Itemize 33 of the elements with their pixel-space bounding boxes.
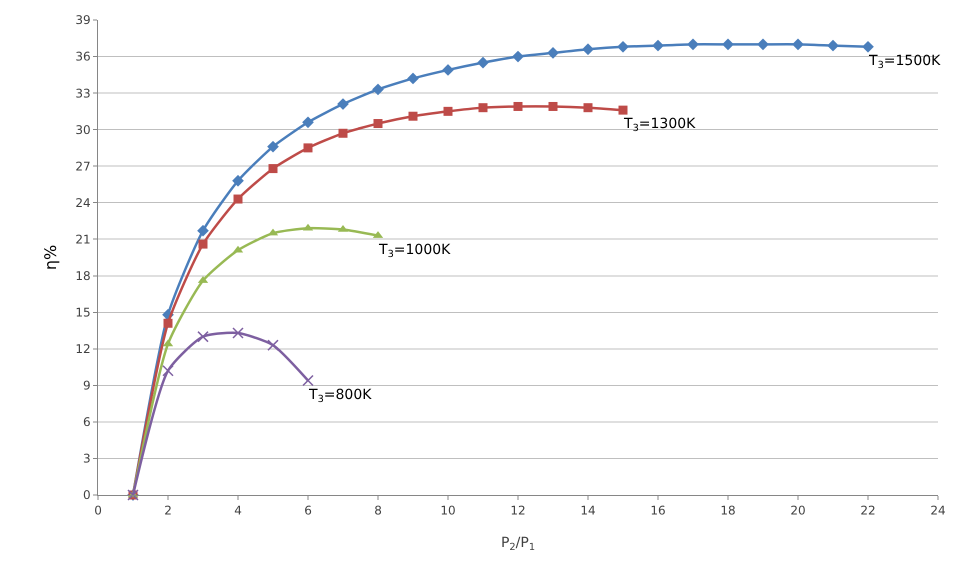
x-tick-label: 2 [164, 503, 172, 518]
x-tick-label: 6 [304, 503, 312, 518]
y-tick-label: 24 [75, 196, 91, 210]
x-tick-label: 24 [930, 503, 946, 518]
series-label: T$_{3}$=1500K [868, 53, 942, 71]
series-label: T$_{3}$=800K [308, 387, 372, 405]
x-tick-label: 12 [510, 503, 526, 518]
y-tick-label: 6 [82, 415, 91, 430]
x-tick-label: 22 [860, 503, 876, 518]
x-tick-label: 20 [790, 503, 806, 518]
y-tick-label: 27 [75, 159, 91, 174]
x-axis-title: P$_{2}$/P$_{1}$ [500, 535, 536, 553]
x-tick-label: 14 [580, 503, 596, 518]
y-tick-label: 0 [82, 488, 91, 502]
y-tick-label: 36 [75, 50, 91, 64]
x-tick-label: 4 [234, 503, 242, 518]
series-label: T$_{3}$=1000K [378, 242, 452, 260]
y-tick-label: 33 [75, 86, 91, 100]
x-tick-label: 18 [720, 503, 736, 518]
y-axis-title: η% [41, 244, 60, 270]
x-tick-label: 0 [94, 503, 102, 518]
x-tick-label: 10 [440, 503, 456, 518]
y-tick-label: 30 [75, 122, 91, 137]
y-tick-label: 21 [75, 232, 91, 246]
series-label: T$_{3}$=1300K [623, 116, 696, 134]
y-tick-label: 18 [75, 268, 91, 283]
x-tick-label: 8 [374, 503, 382, 518]
y-tick-label: 12 [75, 342, 91, 356]
y-tick-label: 9 [82, 378, 91, 393]
x-tick-label: 16 [650, 503, 666, 518]
y-tick-label: 3 [82, 452, 91, 466]
y-tick-label: 15 [75, 306, 91, 320]
y-tick-label: 39 [75, 13, 91, 28]
